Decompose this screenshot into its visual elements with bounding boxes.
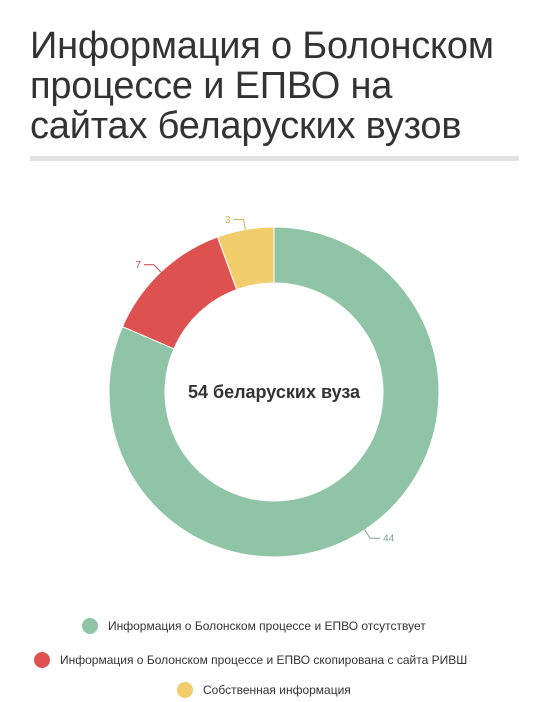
donut-chart: 44 7 3 54 беларуских вуза [108,215,440,558]
data-label-leader-absent [364,529,381,539]
legend-label-copied: Информация о Болонском процессе и ЕПВО с… [60,653,468,667]
donut-slice-own[interactable] [216,226,275,291]
title-line-2: процессе и ЕПВО на [30,65,393,107]
donut-slices [108,226,440,558]
data-label-leaders [143,219,381,539]
legend-swatch-absent [82,618,98,634]
data-label-leader-copied [143,264,162,273]
legend-swatch-copied [34,652,50,668]
donut-slice-absent[interactable] [108,226,440,558]
data-label-absent: 44 [383,534,395,545]
title-line-1: Информация о Болонском [30,25,494,67]
data-label-own: 3 [225,215,231,226]
title-line-3: сайтах беларуских вузов [30,105,462,147]
donut-slice-copied[interactable] [121,236,238,350]
data-label-leader-own [233,219,246,230]
legend-label-absent: Информация о Болонском процессе и ЕПВО о… [108,619,426,633]
title-divider [30,156,519,161]
donut-center-label: 54 беларуских вуза [188,382,361,402]
legend-item-absent[interactable]: Информация о Болонском процессе и ЕПВО о… [82,614,426,638]
data-labels: 44 7 3 [135,215,394,545]
legend-item-own[interactable]: Собственная информация [177,678,351,702]
page-title: Информация о Болонском процессе и ЕПВО н… [30,26,530,146]
legend-swatch-own [177,682,193,698]
legend-label-own: Собственная информация [203,683,351,697]
legend-item-copied[interactable]: Информация о Болонском процессе и ЕПВО с… [34,648,467,672]
data-label-copied: 7 [135,260,141,271]
